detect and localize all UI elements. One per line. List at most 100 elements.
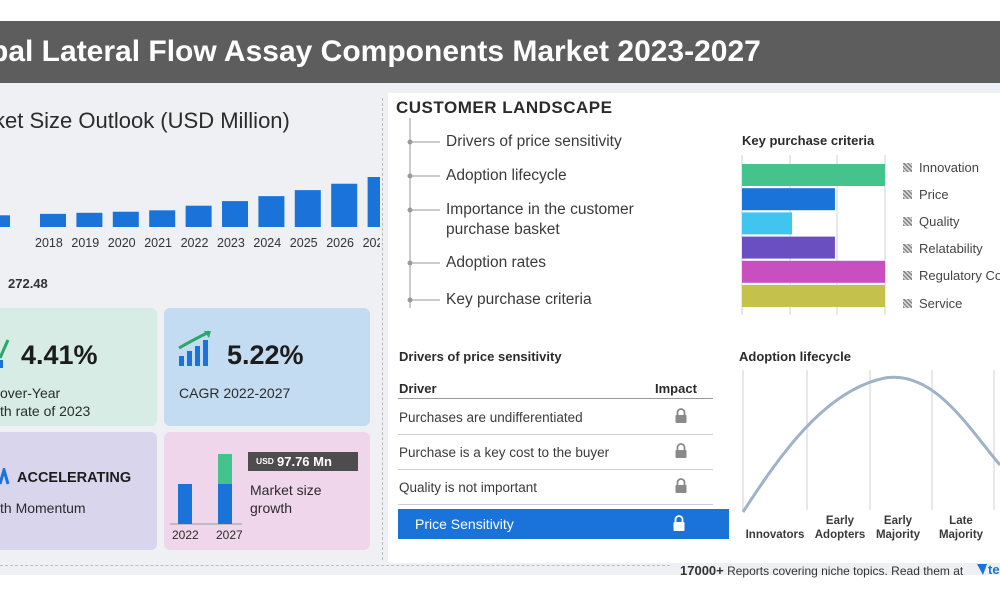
legend-swatch-icon xyxy=(903,244,912,253)
legend-label: Quality xyxy=(919,214,960,229)
svg-text:te: te xyxy=(988,562,1000,577)
mini-year-2027: 2027 xyxy=(216,528,243,542)
driver-cell: Purchases are undifferentiated xyxy=(399,410,583,425)
market-bar xyxy=(112,211,139,227)
mini-bar-2027-growth xyxy=(218,454,232,484)
badge-value: 97.76 Mn xyxy=(277,454,332,469)
stage-label-innovators: Innovators xyxy=(743,528,807,542)
market-growth-card: 2022 2027 USD 97.76 Mn Market size growt… xyxy=(164,432,370,550)
lock-icon xyxy=(675,443,687,458)
market-bar xyxy=(185,205,212,227)
yoy-label-1: over-Year xyxy=(0,385,61,401)
stage-label-early-majority: Early Majority xyxy=(867,514,929,542)
market-bar xyxy=(294,190,321,227)
customer-landscape-panel xyxy=(388,93,1000,563)
stage-label-line: Adopters xyxy=(814,529,866,541)
stage-label-early-adopters: Early Adopters xyxy=(808,514,872,542)
stage-label-late-majority: Late Majority xyxy=(930,514,992,542)
legend-swatch-icon xyxy=(903,190,912,199)
market-bar xyxy=(258,196,285,227)
cagr-value: 5.22% xyxy=(227,340,304,370)
badge-currency: USD xyxy=(256,456,274,466)
cagr-card: 5.22% CAGR 2022-2027 xyxy=(164,308,370,426)
table-row: Purchase is a key cost to the buyer xyxy=(398,435,713,470)
table-row: Quality is not important xyxy=(398,470,713,505)
adoption-curve xyxy=(741,375,1000,513)
landscape-item: Adoption rates xyxy=(446,254,546,271)
yoy-growth-card: 4.41% over-Year th rate of 2023 xyxy=(0,308,157,426)
market-bar xyxy=(40,213,66,227)
legend-label: Regulatory Co xyxy=(919,268,1000,283)
market-bar xyxy=(0,215,10,227)
base-year-value: 272.48 xyxy=(8,276,48,291)
cagr-label: CAGR 2022-2027 xyxy=(179,385,291,401)
year-tick-label: 2027 xyxy=(363,236,380,250)
legend-swatch-icon xyxy=(903,299,912,308)
year-tick-label: 2018 xyxy=(35,236,63,250)
legend-price: Price xyxy=(903,187,949,202)
price-sensitivity-bar: Price Sensitivity xyxy=(398,509,729,539)
stage-label-line: Majority xyxy=(938,529,984,541)
year-tick-label: 2019 xyxy=(71,236,99,250)
stage-label-line: Innovators xyxy=(745,529,805,541)
adoption-chart xyxy=(741,370,1000,513)
kpc-title: Key purchase criteria xyxy=(742,133,875,148)
landscape-item: Drivers of price sensitivity xyxy=(446,133,622,150)
customer-landscape-title: CUSTOMER LANDSCAPE xyxy=(396,98,613,117)
legend-label: Service xyxy=(919,296,963,311)
growth-arrow-icon xyxy=(0,339,10,368)
legend-label: Price xyxy=(919,187,949,202)
lock-icon xyxy=(675,408,687,423)
lock-icon xyxy=(673,515,685,531)
legend-swatch-icon xyxy=(903,217,912,226)
market-size-chart: 2018 2019 2020 2021 2022 2023 2024 2025 2026 2027 xyxy=(0,177,380,250)
legend-service: Service xyxy=(903,296,962,311)
market-size-title: ket Size Outlook (USD Million) xyxy=(0,108,290,133)
market-bar xyxy=(149,210,176,227)
brand-logo-icon: te xyxy=(977,562,1000,577)
year-tick-label: 2026 xyxy=(326,236,354,250)
col-header-impact: Impact xyxy=(655,381,697,396)
landscape-item: Importance in the customer purchase bask… xyxy=(446,201,634,238)
landscape-item: Key purchase criteria xyxy=(446,291,592,308)
year-tick-label: 2022 xyxy=(181,236,209,250)
kpc-bar xyxy=(742,164,885,186)
mini-bar-2027-base xyxy=(218,484,232,524)
year-tick-label: 2025 xyxy=(290,236,318,250)
title-banner xyxy=(0,21,1000,83)
stage-label-line: Early xyxy=(825,515,855,527)
legend-relatability: Relatability xyxy=(903,241,983,256)
legend-label: Innovation xyxy=(919,160,979,175)
market-bar xyxy=(222,201,248,227)
page-title: bal Lateral Flow Assay Components Market… xyxy=(0,35,761,68)
market-growth-mini-chart xyxy=(170,454,242,525)
legend-swatch-icon xyxy=(903,163,912,172)
driver-cell: Purchase is a key cost to the buyer xyxy=(399,445,610,460)
year-tick-label: 2024 xyxy=(253,236,281,250)
stage-label-line: Late xyxy=(949,515,973,527)
year-tick-label: 2021 xyxy=(144,236,172,250)
landscape-tree xyxy=(407,118,440,308)
footer-divider xyxy=(0,565,670,566)
momentum-title: ACCELERATING xyxy=(17,470,132,486)
market-bar xyxy=(331,183,358,227)
kpc-chart xyxy=(741,155,886,315)
footer-count: 17000+ xyxy=(680,563,724,578)
year-tick-label: 2023 xyxy=(217,236,245,250)
yoy-label-2: th rate of 2023 xyxy=(0,403,91,419)
legend-label: Relatability xyxy=(919,241,983,256)
legend-innovation: Innovation xyxy=(903,160,979,175)
footer-note: 17000+ Reports covering niche topics. Re… xyxy=(680,563,963,578)
market-bar xyxy=(367,177,380,227)
table-header-rule xyxy=(398,398,713,399)
panel-divider xyxy=(382,98,383,560)
stage-label-line: Early xyxy=(883,515,913,527)
momentum-card: ACCELERATING th Momentum xyxy=(0,432,157,550)
col-header-driver: Driver xyxy=(399,381,437,396)
table-row: Purchases are undifferentiated xyxy=(398,400,713,435)
kpc-bar xyxy=(742,260,885,283)
kpc-bar xyxy=(742,212,793,235)
growth-label-2: growth xyxy=(250,500,293,516)
price-sensitivity-label: Price Sensitivity xyxy=(415,516,514,532)
growth-label-1: Market size xyxy=(250,482,322,498)
